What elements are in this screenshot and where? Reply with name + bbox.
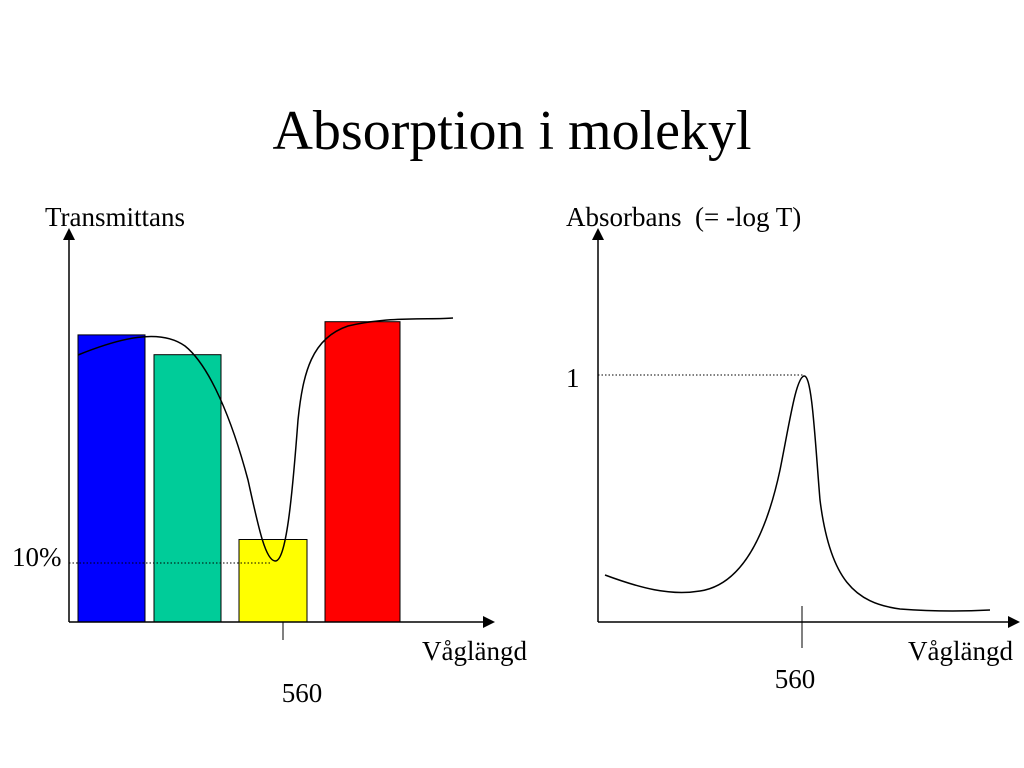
absorbance-y-label: Absorbans (= -log T)	[566, 202, 801, 232]
blue-bar	[77, 334, 146, 623]
absorbance-560-label: 560	[775, 664, 816, 694]
absorbance-panel: Absorbans (= -log T) 1 Våglängd 560	[566, 202, 1020, 694]
transmittance-panel: Transmittans Våglängd 10% 560	[12, 202, 527, 708]
transmittance-x-label: Våglängd	[422, 636, 527, 666]
absorbance-y-axis-arrow	[592, 228, 604, 240]
ten-percent-label: 10%	[12, 542, 62, 572]
absorbance-one-label: 1	[566, 363, 580, 393]
slide-title: Absorption i molekyl	[272, 100, 752, 162]
transmittance-y-axis-arrow	[63, 228, 75, 240]
red-bar	[324, 321, 401, 623]
absorbance-x-axis-arrow	[1008, 616, 1020, 628]
transmittance-x-axis-arrow	[483, 616, 495, 628]
absorbance-x-label: Våglängd	[908, 636, 1013, 666]
yellow-bar	[238, 539, 308, 623]
transmittance-curve	[77, 317, 454, 562]
transmittance-y-label: Transmittans	[45, 202, 185, 232]
absorbance-curve	[604, 375, 991, 612]
transmittance-560-label: 560	[282, 678, 323, 708]
green-bar	[153, 354, 222, 623]
